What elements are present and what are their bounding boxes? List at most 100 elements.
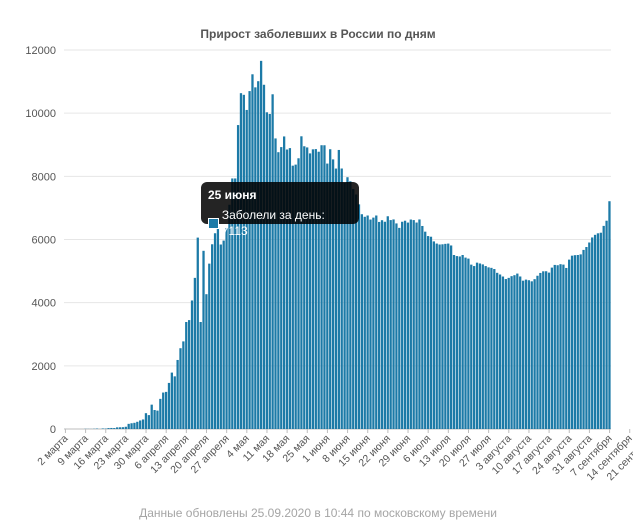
bar[interactable] [579, 254, 582, 429]
bar[interactable] [245, 109, 248, 429]
bar[interactable] [516, 273, 519, 429]
bar[interactable] [251, 74, 254, 429]
bar[interactable] [415, 222, 418, 429]
bar[interactable] [133, 422, 136, 429]
bar[interactable] [153, 410, 156, 429]
bar[interactable] [507, 277, 510, 429]
bar[interactable] [199, 322, 202, 429]
bar[interactable] [303, 146, 306, 429]
bar[interactable] [602, 225, 605, 429]
bar[interactable] [271, 94, 274, 429]
bar[interactable] [484, 266, 487, 429]
bar[interactable] [288, 148, 292, 429]
bar[interactable] [274, 138, 277, 429]
bar[interactable] [116, 427, 119, 429]
bar[interactable] [144, 413, 148, 429]
bar[interactable] [599, 232, 602, 429]
bar[interactable] [127, 423, 130, 429]
bar[interactable] [280, 147, 283, 429]
bar[interactable] [403, 220, 407, 429]
bar[interactable] [432, 241, 435, 429]
bar[interactable] [294, 164, 297, 429]
bar[interactable] [205, 294, 208, 429]
bar[interactable] [277, 152, 280, 429]
bar[interactable] [314, 149, 317, 429]
bar[interactable] [257, 81, 260, 429]
bar[interactable] [176, 359, 179, 429]
bar[interactable] [363, 216, 366, 429]
bar[interactable] [343, 182, 346, 429]
bar[interactable] [481, 264, 484, 429]
bar[interactable] [372, 217, 375, 429]
bar[interactable] [435, 243, 438, 429]
bar[interactable] [228, 204, 231, 429]
bar[interactable] [202, 250, 205, 429]
bar[interactable] [187, 320, 191, 429]
bar[interactable] [392, 219, 395, 429]
bar[interactable] [605, 220, 608, 429]
bar[interactable] [150, 404, 153, 429]
bar[interactable] [193, 277, 197, 429]
bar[interactable] [544, 271, 548, 429]
bar[interactable] [585, 247, 588, 429]
bar[interactable] [536, 275, 539, 429]
bar[interactable] [234, 178, 237, 429]
bar[interactable] [455, 256, 459, 429]
bar[interactable] [139, 420, 142, 429]
bar[interactable] [490, 267, 493, 429]
bar[interactable] [588, 242, 591, 430]
bar[interactable] [147, 415, 150, 429]
bar[interactable] [559, 264, 562, 429]
bar[interactable] [375, 215, 378, 430]
bar[interactable] [285, 149, 289, 429]
bar[interactable] [167, 382, 171, 429]
bar[interactable] [398, 227, 401, 429]
bar[interactable] [441, 244, 444, 429]
bar[interactable] [576, 255, 579, 429]
bar[interactable] [470, 264, 473, 429]
bar[interactable] [159, 398, 162, 429]
bar[interactable] [591, 237, 594, 429]
bar[interactable] [406, 222, 410, 429]
bar[interactable] [565, 267, 568, 429]
bar[interactable] [542, 271, 545, 429]
bar[interactable] [395, 223, 398, 429]
bar[interactable] [306, 147, 309, 429]
bar[interactable] [300, 136, 303, 430]
bar[interactable] [317, 151, 320, 430]
bar[interactable] [383, 221, 387, 429]
bar[interactable] [121, 427, 125, 429]
bar[interactable] [118, 427, 122, 429]
bar[interactable] [496, 272, 499, 429]
bar[interactable] [268, 113, 271, 430]
bar[interactable] [533, 279, 536, 429]
bar[interactable] [539, 272, 542, 429]
bar[interactable] [308, 153, 312, 429]
bar[interactable] [107, 428, 110, 429]
bar[interactable] [386, 216, 389, 429]
bar[interactable] [568, 259, 571, 429]
bar[interactable] [369, 219, 372, 429]
bar[interactable] [510, 276, 513, 429]
bar[interactable] [504, 279, 507, 429]
bar[interactable] [409, 219, 412, 429]
bar[interactable] [380, 220, 384, 429]
bar[interactable] [501, 276, 505, 429]
bar[interactable] [461, 255, 464, 429]
bar[interactable] [550, 267, 554, 429]
bar[interactable] [156, 410, 159, 429]
bar[interactable] [349, 181, 352, 429]
bar[interactable] [331, 159, 335, 429]
bar[interactable] [449, 245, 453, 429]
bar[interactable] [596, 233, 600, 429]
bar[interactable] [498, 274, 502, 429]
bar[interactable] [556, 265, 559, 429]
bar[interactable] [265, 112, 269, 429]
bar[interactable] [164, 391, 168, 429]
bar[interactable] [473, 266, 476, 429]
bar[interactable] [378, 221, 381, 429]
bar[interactable] [519, 276, 522, 429]
bar[interactable] [412, 220, 415, 429]
bar[interactable] [130, 423, 133, 429]
bar[interactable] [527, 280, 530, 429]
